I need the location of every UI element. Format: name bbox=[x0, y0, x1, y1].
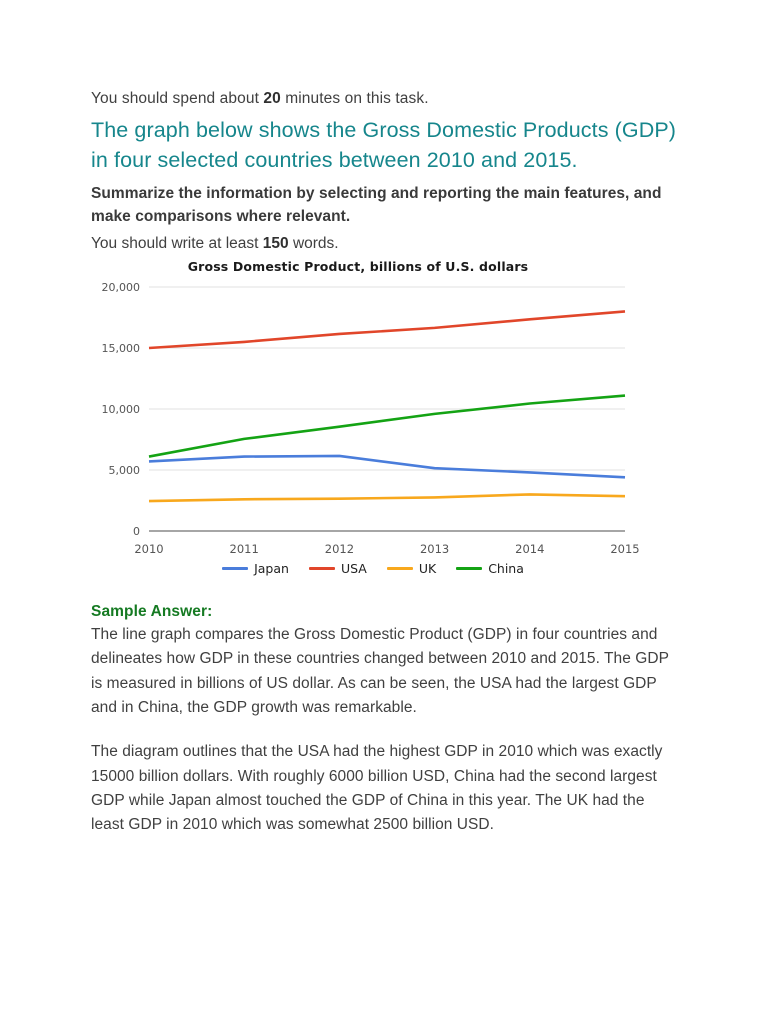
legend-swatch-icon bbox=[456, 567, 483, 571]
x-axis-tick-label: 2015 bbox=[610, 542, 639, 556]
legend-swatch-icon bbox=[386, 567, 413, 571]
task-word-count-line: You should write at least 150 words. bbox=[91, 233, 688, 255]
y-axis-tick-label: 20,000 bbox=[102, 281, 141, 294]
series-line-usa bbox=[148, 310, 626, 350]
legend-label: Japan bbox=[254, 561, 289, 577]
legend-label: USA bbox=[340, 561, 367, 577]
legend-item-uk[interactable]: UK bbox=[386, 561, 437, 577]
task-time-value: 20 bbox=[263, 90, 281, 107]
gdp-line-chart: Gross Domestic Product, billions of U.S.… bbox=[93, 259, 653, 589]
task-time-line: You should spend about 20 minutes on thi… bbox=[91, 88, 688, 110]
task-time-prefix: You should spend about bbox=[91, 90, 264, 107]
task-words-suffix: words. bbox=[288, 234, 339, 252]
chart-legend: Japan USA UK China bbox=[93, 561, 653, 576]
sample-answer-paragraph-1: The line graph compares the Gross Domest… bbox=[91, 626, 669, 717]
legend-item-usa[interactable]: USA bbox=[308, 561, 367, 577]
x-axis-tick-label: 2011 bbox=[230, 542, 259, 556]
series-line-japan bbox=[148, 454, 626, 479]
sample-answer-heading: Sample Answer: bbox=[91, 603, 213, 621]
chart-title: Gross Domestic Product, billions of U.S.… bbox=[187, 259, 529, 275]
legend-swatch-icon bbox=[308, 567, 335, 571]
legend-label: China bbox=[488, 561, 524, 577]
y-axis-tick-label: 0 bbox=[133, 525, 140, 538]
series-line-china bbox=[148, 394, 626, 459]
sample-answer-paragraph-2: The diagram outlines that the USA had th… bbox=[91, 743, 663, 834]
legend-swatch-icon bbox=[222, 567, 249, 571]
x-axis-tick-label: 2010 bbox=[134, 542, 163, 556]
chart-plot-area: 0 5,000 10,000 15,000 20,000 2010 2011 2012 2013… bbox=[102, 281, 640, 556]
y-axis-tick-label: 15,000 bbox=[102, 342, 141, 355]
y-axis-tick-label: 5,000 bbox=[109, 464, 141, 477]
task-words-value: 150 bbox=[262, 234, 289, 252]
task-time-suffix: minutes on this task. bbox=[280, 90, 429, 107]
task-words-prefix: You should write at least bbox=[91, 234, 263, 252]
x-axis-tick-label: 2012 bbox=[325, 542, 354, 556]
legend-item-china[interactable]: China bbox=[456, 561, 524, 576]
series-line-uk bbox=[148, 493, 626, 503]
y-axis-tick-label: 10,000 bbox=[102, 403, 141, 416]
x-axis-tick-label: 2013 bbox=[420, 542, 449, 556]
task-instruction: Summarize the information by selecting a… bbox=[91, 185, 662, 225]
task-title: The graph below shows the Gross Domestic… bbox=[91, 118, 677, 172]
x-axis-tick-label: 2014 bbox=[515, 542, 544, 556]
legend-item-japan[interactable]: Japan bbox=[222, 561, 289, 576]
legend-label: UK bbox=[418, 561, 437, 577]
